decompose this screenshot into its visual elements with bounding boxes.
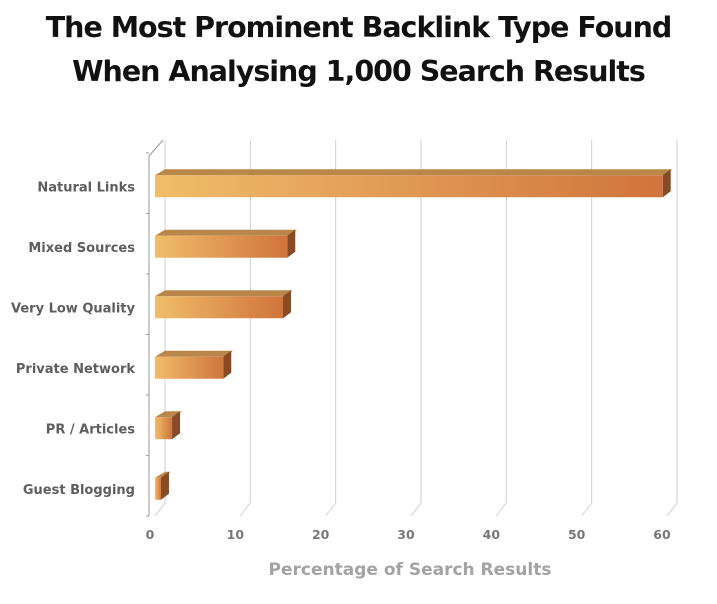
bar-top-face	[155, 411, 183, 418]
bar-top-face	[155, 229, 298, 236]
category-label: PR / Articles	[46, 422, 135, 437]
chart-title-line-2: When Analysing 1,000 Search Results	[72, 55, 646, 88]
bar-front-face	[155, 175, 663, 198]
axis-labels: 0 10 20 30 40 50 60 Natural Links Mixed Sources V…	[11, 180, 671, 542]
bar-front-face	[155, 296, 283, 319]
grid-lines	[146, 139, 678, 517]
chart-title-line-1: The Most Prominent Backlink Type Found	[45, 11, 673, 44]
bar	[155, 169, 673, 198]
y-axis-depth-line	[148, 139, 164, 157]
bar-front-face	[155, 356, 224, 379]
category-label: Very Low Quality	[11, 301, 136, 316]
bar-front-face	[155, 477, 161, 500]
bar-side-face	[172, 411, 181, 440]
bar-side-face	[223, 350, 232, 379]
bar-side-face	[662, 169, 671, 198]
bar-side-face	[283, 290, 291, 319]
bar-top-face	[155, 290, 293, 297]
x-tick-label: 40	[483, 527, 501, 542]
gridline	[495, 140, 507, 517]
bar-top-face	[155, 350, 234, 357]
category-label: Mixed Sources	[28, 241, 135, 256]
x-tick-label: 10	[227, 527, 245, 542]
category-label: Guest Blogging	[23, 483, 135, 498]
x-tick-label: 0	[146, 527, 155, 542]
bar	[155, 229, 298, 258]
gridline	[581, 140, 593, 517]
gridline	[154, 140, 166, 517]
gridline	[325, 140, 337, 517]
bar-side-face	[160, 471, 169, 500]
chart-title: The Most Prominent Backlink Type Found W…	[0, 6, 717, 94]
x-tick-label: 20	[312, 527, 330, 542]
x-tick-label: 50	[568, 527, 586, 542]
bar-side-face	[287, 229, 296, 258]
bar-series	[155, 169, 673, 500]
bar-front-face	[155, 417, 173, 440]
category-label: Private Network	[16, 362, 135, 377]
bar	[155, 411, 183, 440]
bar-front-face	[155, 235, 288, 258]
x-tick-label: 30	[397, 527, 415, 542]
bar	[155, 471, 171, 500]
gridline	[666, 140, 678, 517]
gridline	[410, 140, 422, 517]
bar	[155, 290, 293, 319]
bar-top-face	[155, 169, 673, 176]
gridline	[239, 140, 251, 517]
category-label: Natural Links	[37, 180, 135, 195]
x-axis-title: Percentage of Search Results	[268, 560, 552, 580]
x-tick-label: 60	[653, 527, 671, 542]
bar	[155, 350, 234, 379]
